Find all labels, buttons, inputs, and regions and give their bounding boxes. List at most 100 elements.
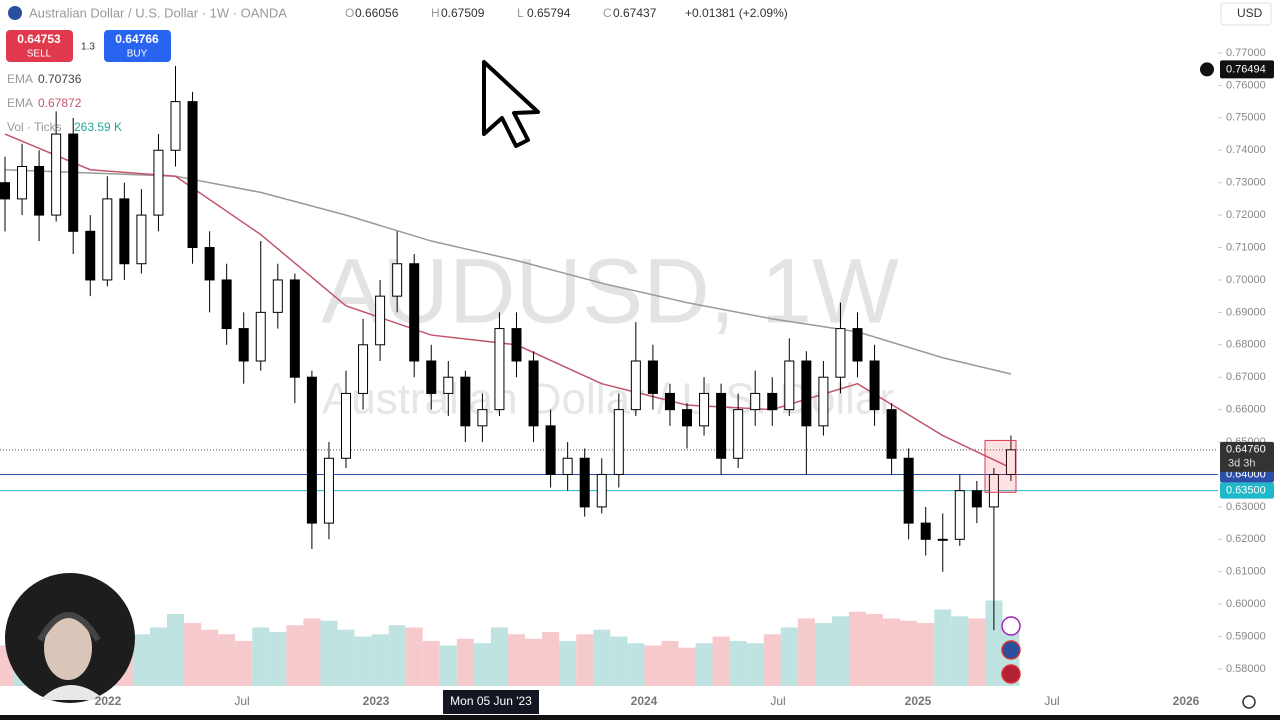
sell-label: SELL — [27, 49, 52, 60]
candle-body — [988, 473, 999, 508]
candle-body — [613, 409, 624, 475]
crosshair-date: Mon 05 Jun '23 — [450, 694, 532, 708]
volume-bar — [610, 636, 628, 686]
volume-bar — [286, 625, 304, 686]
y-tick-label: 0.72000 — [1226, 209, 1266, 221]
volume-bar — [763, 634, 781, 686]
volume-bar — [201, 629, 219, 686]
volume-bar — [439, 645, 457, 686]
x-tick-label: Jul — [1044, 694, 1059, 708]
candle-body — [392, 263, 403, 297]
ohlc-value: 0.67509 — [441, 6, 485, 20]
volume-bar — [814, 623, 832, 686]
volume-bar — [797, 618, 815, 686]
candle-body — [494, 328, 505, 411]
x-tick-label: 2024 — [631, 694, 658, 708]
candle-body — [579, 457, 590, 508]
y-tick-label: 0.76000 — [1226, 79, 1266, 91]
volume-bar — [951, 616, 969, 686]
y-tick-label: 0.73000 — [1226, 177, 1266, 189]
currency: USD — [1237, 6, 1263, 20]
webcam-shirt — [40, 685, 105, 700]
candle-body — [34, 165, 45, 216]
buy-label: BUY — [127, 49, 148, 60]
symbol-title[interactable]: Australian Dollar / U.S. Dollar · 1W · O… — [29, 5, 287, 20]
aud-event-icon[interactable] — [1001, 640, 1021, 660]
candle-body — [153, 149, 164, 216]
candle-body — [971, 490, 982, 508]
candle-body — [869, 360, 880, 411]
highlight-box — [984, 439, 1017, 493]
volume-bar — [337, 629, 355, 686]
flag-icon — [8, 6, 22, 20]
usd-event-icon[interactable] — [1001, 664, 1021, 684]
sell-button[interactable] — [6, 30, 73, 62]
candle-body — [0, 182, 10, 200]
volume-bar — [508, 634, 526, 686]
ohlc-value: 0.67437 — [613, 6, 657, 20]
volume-bar — [542, 632, 560, 686]
candle-body — [323, 457, 334, 524]
candle-body — [17, 165, 28, 200]
candle-body — [630, 360, 641, 411]
x-tick-label: 2022 — [95, 694, 122, 708]
ohlc-key: O — [345, 6, 354, 20]
candle-body — [85, 230, 96, 281]
y-tick-label: 0.67000 — [1226, 371, 1266, 383]
volume-bar — [167, 614, 185, 686]
candle-body — [1005, 449, 1016, 475]
candle-body — [767, 392, 778, 411]
crosshair-plus[interactable] — [1200, 62, 1214, 77]
y-tick-label: 0.61000 — [1226, 566, 1266, 578]
candle-body — [903, 457, 914, 524]
volume-bar — [644, 645, 662, 686]
volume-bar — [712, 636, 730, 686]
candle-body — [170, 101, 181, 151]
countdown: 3d 3h — [1228, 458, 1256, 470]
settings-icon[interactable] — [1242, 695, 1256, 709]
event-icon[interactable] — [1001, 616, 1021, 636]
volume-bar — [354, 636, 372, 686]
candle-body — [238, 328, 249, 362]
volume-bar — [968, 618, 986, 686]
candle-body — [545, 425, 556, 475]
buy-price: 0.64766 — [115, 32, 159, 46]
x-tick-label: Jul — [234, 694, 249, 708]
volume-bar — [849, 611, 867, 686]
candle-body — [818, 376, 829, 427]
candle-body — [784, 360, 795, 411]
candle-body — [920, 522, 931, 540]
candle-body — [835, 328, 846, 378]
y-tick-label: 0.70000 — [1226, 274, 1266, 286]
candle-body — [699, 392, 710, 427]
volume-bar — [831, 616, 849, 686]
indicator-name: EMA — [7, 72, 33, 86]
indicator-name: Vol · Ticks — [7, 120, 62, 134]
webcam-face — [44, 616, 92, 680]
candle-body — [596, 473, 607, 508]
volume-bar — [490, 627, 508, 686]
volume-bar — [900, 620, 918, 686]
volume-bar — [371, 634, 389, 686]
last-price-label: 0.64760 — [1226, 444, 1266, 456]
volume-bar — [593, 629, 611, 686]
volume-bar — [525, 638, 543, 686]
candle-body — [426, 360, 437, 394]
candle-body — [528, 360, 539, 427]
volume-bar — [661, 641, 679, 686]
y-tick-label: 0.66000 — [1226, 404, 1266, 416]
ohlc-value: 0.65794 — [527, 6, 571, 20]
volume-bar — [780, 627, 798, 686]
y-tick-label: 0.74000 — [1226, 144, 1266, 156]
crosshair-date-tag — [443, 690, 539, 714]
candle-body — [562, 457, 573, 475]
change: +0.01381 (+2.09%) — [685, 6, 788, 20]
volume-bar — [235, 641, 253, 686]
price-flag-tag — [1220, 60, 1274, 79]
buy-button[interactable] — [104, 30, 171, 62]
currency-button[interactable] — [1220, 2, 1272, 26]
indicator-value: 263.59 K — [74, 120, 122, 134]
candle-body — [68, 133, 79, 232]
sell-price: 0.64753 — [17, 32, 61, 46]
